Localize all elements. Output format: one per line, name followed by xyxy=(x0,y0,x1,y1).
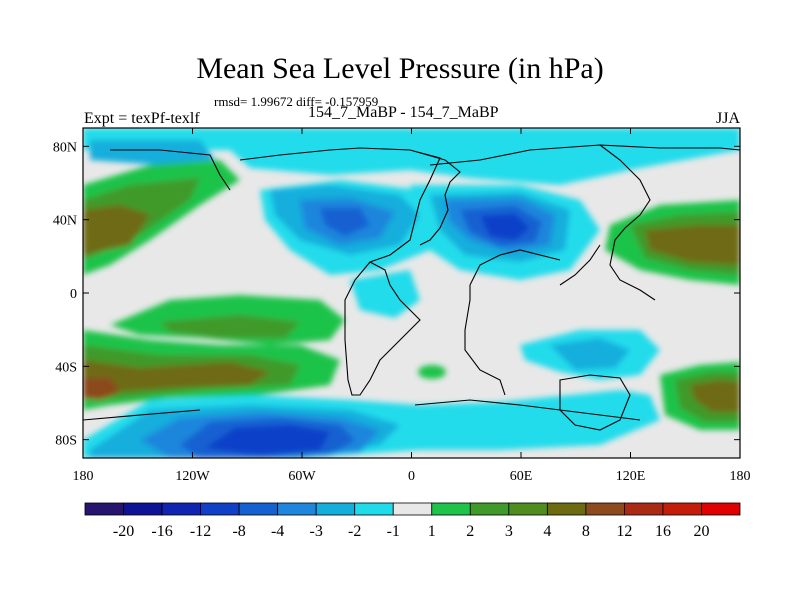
y-axis: 80N 40N 0 40S 80S xyxy=(53,140,740,449)
colorbar-swatch xyxy=(200,502,240,516)
colorbar-swatch xyxy=(431,502,471,516)
coastlines xyxy=(83,144,740,431)
contour-satl-12 xyxy=(83,378,120,400)
x-tick-label: 120E xyxy=(616,469,646,484)
y-tick-label: 80S xyxy=(55,434,77,449)
colorbar-label: 1 xyxy=(428,523,436,540)
contour-npac-8 xyxy=(83,205,150,255)
x-axis: 180 120W 60W 0 60E 120E 180 xyxy=(73,128,751,484)
colorbar-swatch xyxy=(585,502,625,516)
x-tick-label: 0 xyxy=(408,469,415,484)
colorbar-label: -2 xyxy=(348,523,361,540)
coast-americas xyxy=(239,147,461,396)
colorbar-swatch xyxy=(546,502,587,516)
colorbar-swatch xyxy=(238,502,279,516)
colorbar-label: -16 xyxy=(151,523,172,540)
x-tick-label: 60E xyxy=(510,469,533,484)
colorbar-label: 3 xyxy=(505,523,513,540)
colorbar-swatch xyxy=(392,502,433,516)
contour-arctic-band xyxy=(83,128,740,185)
contour-atl-patch xyxy=(418,365,446,379)
center-label: 154_7_MaBP - 154_7_MaBP xyxy=(308,104,499,121)
colorbar-label: 8 xyxy=(582,523,590,540)
x-tick-label: 180 xyxy=(730,469,751,484)
colorbar-label: 20 xyxy=(693,523,709,540)
colorbar-swatch xyxy=(469,502,510,516)
colorbar: -20 -16 -12 -8 -4 -3 -2 -1 1 2 3 4 8 12 16 20 xyxy=(84,502,741,540)
y-tick-label: 0 xyxy=(70,287,77,302)
colorbar-swatch xyxy=(161,502,201,516)
coast-arctic-islands xyxy=(110,149,231,191)
colorbar-swatch xyxy=(624,502,664,516)
contour-so-8 xyxy=(205,425,330,455)
colorbar-label: 16 xyxy=(655,523,671,540)
x-tick-label: 60W xyxy=(288,469,316,484)
x-tick-label: 120W xyxy=(175,469,210,484)
chart-title: Mean Sea Level Pressure (in hPa) xyxy=(196,52,604,85)
colorbar-swatch xyxy=(277,502,317,516)
contour-spac-3 xyxy=(160,315,300,338)
colorbar-swatch xyxy=(662,502,702,516)
coast-antarctica xyxy=(83,399,641,421)
contour-sind-8 xyxy=(690,380,740,412)
coast-australia xyxy=(559,374,631,431)
contour-nwpac-8 xyxy=(645,225,740,265)
contour-arctic-lobe xyxy=(90,140,215,165)
colorbar-swatch xyxy=(354,502,394,516)
right-label: JJA xyxy=(716,110,741,127)
colorbar-swatch xyxy=(315,502,356,516)
y-tick-label: 80N xyxy=(53,140,77,155)
colorbar-swatch xyxy=(701,502,741,516)
colorbar-label: 12 xyxy=(616,523,632,540)
contour-satl-8 xyxy=(83,360,270,395)
left-label: Expt = texPf-texlf xyxy=(84,110,200,127)
contour-asia-8 xyxy=(480,214,530,240)
colorbar-swatch xyxy=(84,502,124,516)
colorbar-label: -8 xyxy=(232,523,245,540)
x-tick-label: 180 xyxy=(73,469,94,484)
y-tick-label: 40S xyxy=(55,360,77,375)
colorbar-label: -20 xyxy=(113,523,134,540)
colorbar-swatch xyxy=(508,502,548,516)
contour-na-4 xyxy=(320,208,370,236)
contour-io-2 xyxy=(550,338,630,370)
colorbar-label: -4 xyxy=(271,523,284,540)
colorbar-label: -1 xyxy=(387,523,400,540)
y-tick-label: 40N xyxy=(53,214,77,229)
colorbar-label: 4 xyxy=(543,523,551,540)
contour-ep-1 xyxy=(350,270,420,318)
colorbar-label: -12 xyxy=(190,523,211,540)
coast-eurasia-africa xyxy=(429,144,740,396)
colorbar-label: -3 xyxy=(310,523,323,540)
colorbar-swatch xyxy=(123,502,163,516)
map-field xyxy=(83,128,740,458)
colorbar-label: 2 xyxy=(466,523,474,540)
stats-line: rmsd= 1.99672 diff= -0.157959 xyxy=(214,94,379,109)
